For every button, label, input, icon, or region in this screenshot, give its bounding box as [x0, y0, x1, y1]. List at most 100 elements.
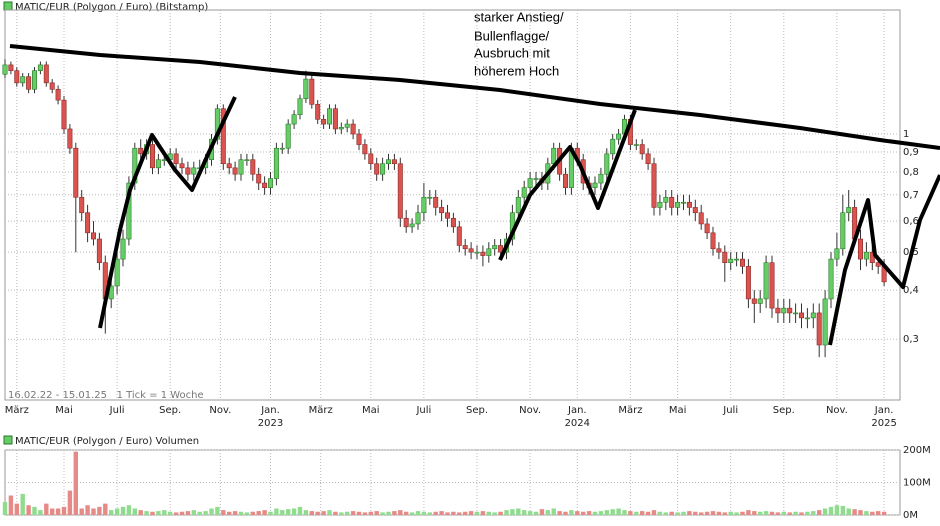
volume-bar [663, 512, 668, 515]
volume-bar [775, 512, 781, 515]
candle-body [238, 159, 244, 175]
volume-bar [244, 512, 250, 515]
annotation: Ausbruch mit [474, 45, 550, 60]
x-tick-label: März [618, 405, 642, 416]
candle-body [840, 212, 846, 250]
candle-body [480, 251, 486, 256]
volume-bar [380, 512, 385, 515]
volume-bar [592, 511, 598, 515]
x-tick-label: Mai [55, 405, 73, 416]
candle-body [415, 212, 421, 225]
candle-body [368, 153, 374, 165]
x-tick-label: Juli [722, 405, 738, 416]
volume-bar [746, 510, 751, 515]
x-tick-label: Sep. [773, 405, 795, 416]
candle-body [474, 251, 480, 254]
volume-bar [427, 512, 432, 515]
volume-bar [858, 510, 863, 515]
candle-body [769, 262, 775, 309]
volume-bar [870, 511, 875, 515]
volume-bar [392, 511, 397, 515]
volume-bar [26, 505, 31, 515]
candle-body [492, 245, 498, 250]
volume-bar [480, 511, 486, 515]
volume-bar [50, 508, 55, 515]
candle-body [326, 108, 332, 125]
volume-bar [232, 511, 238, 515]
y-tick-label: 0,4 [903, 285, 919, 296]
x-tick-label: Nov. [826, 405, 848, 416]
volume-bar [510, 509, 515, 515]
candle-body [592, 182, 598, 188]
volume-bar [498, 511, 503, 515]
annotation: höherem Hoch [474, 63, 559, 78]
candle-body [775, 307, 781, 314]
volume-bar [840, 505, 845, 515]
volume-bar [740, 511, 745, 515]
volume-bar [527, 511, 533, 515]
volume-bar [457, 512, 462, 515]
volume-bar [120, 506, 126, 515]
volume-bar [752, 511, 757, 515]
candle-body [421, 196, 427, 214]
candle-body [787, 307, 793, 314]
candle-body [804, 317, 810, 320]
volume-bar [73, 451, 78, 515]
volume-bar [250, 511, 255, 515]
candle-body [562, 173, 568, 188]
volume-bar [32, 506, 37, 515]
candle-body [297, 98, 303, 115]
candle-body [657, 201, 663, 208]
x-tick-label: Jan. [260, 405, 280, 416]
drawn-average-line [9, 44, 940, 150]
volume-bar [55, 508, 61, 515]
candle-body [533, 178, 539, 180]
candle-body [739, 258, 745, 267]
candle-body [521, 187, 527, 198]
volume-bar [209, 508, 214, 515]
volume-bar [799, 512, 804, 515]
volume-bar [97, 506, 102, 515]
x-tick-label: Nov. [209, 405, 231, 416]
candle-body [291, 114, 297, 125]
volume-bar [828, 506, 834, 515]
volume-bar [421, 511, 427, 515]
candle-body [256, 173, 262, 184]
x-year-label: 2025 [871, 418, 896, 429]
candle-body [515, 196, 521, 214]
volume-bar [256, 511, 261, 515]
volume-bar [132, 508, 137, 515]
volume-bar [817, 510, 822, 515]
volume-bar [811, 511, 816, 515]
volume-bar [221, 510, 226, 515]
candle-body [309, 78, 315, 105]
volume-bar [504, 510, 509, 515]
volume-bar [557, 511, 562, 515]
volume-bar [822, 508, 828, 515]
volume-bar [463, 511, 468, 515]
candle-body [8, 64, 14, 71]
volume-bar [864, 511, 869, 515]
volume-bar [356, 511, 362, 515]
candle-body [344, 123, 350, 128]
candle-body [828, 258, 834, 300]
volume-bar [227, 511, 232, 515]
volume-bar [657, 511, 663, 515]
volume-bar [769, 511, 775, 515]
volume-bar [704, 511, 710, 515]
volume-bar [297, 506, 303, 515]
candle-body [43, 64, 49, 84]
candle-body [728, 258, 734, 263]
volume-bar [415, 511, 421, 515]
volume-bar [404, 511, 409, 515]
candle-body [757, 298, 763, 304]
y-tick-label: 0,6 [903, 216, 919, 227]
candle-body [31, 70, 37, 90]
y-tick-label: 0M [903, 510, 918, 521]
candle-body [332, 108, 338, 130]
volume-bar [846, 508, 851, 515]
volume-bar [681, 511, 686, 515]
volume-bar [179, 511, 185, 515]
candle-body [179, 163, 185, 169]
volume-bar [203, 511, 208, 515]
